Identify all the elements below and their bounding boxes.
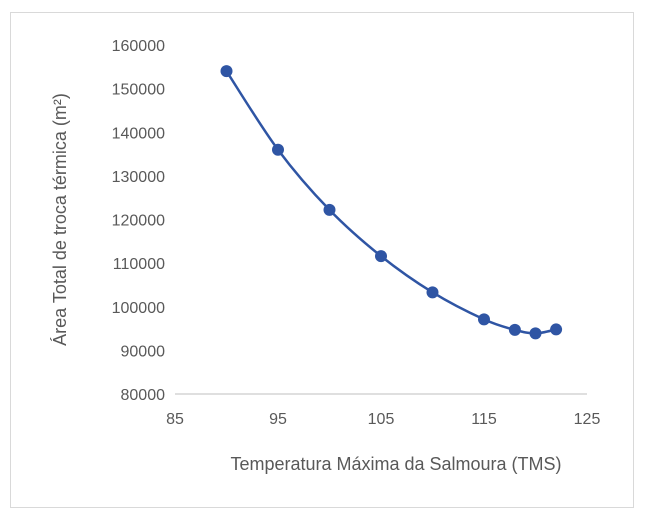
y-tick-label: 120000 bbox=[112, 213, 165, 230]
chart-frame bbox=[10, 12, 634, 508]
data-point bbox=[508, 323, 521, 336]
data-point bbox=[323, 203, 336, 216]
x-tick-label: 105 bbox=[368, 411, 395, 428]
series-line bbox=[225, 70, 557, 335]
y-tick-label: 110000 bbox=[113, 256, 165, 273]
data-point bbox=[550, 323, 563, 336]
y-tick-label: 150000 bbox=[112, 82, 165, 99]
x-tick-label: 115 bbox=[471, 411, 497, 428]
x-axis-title: Temperatura Máxima da Salmoura (TMS) bbox=[230, 454, 561, 474]
data-point bbox=[220, 65, 233, 78]
x-tick-label: 95 bbox=[269, 411, 287, 428]
data-point bbox=[478, 313, 490, 326]
data-points bbox=[220, 65, 563, 340]
x-tick-label: 85 bbox=[166, 411, 184, 428]
data-point bbox=[426, 286, 439, 299]
y-tick-label: 130000 bbox=[112, 169, 165, 186]
y-tick-label: 160000 bbox=[112, 38, 165, 55]
data-point bbox=[375, 250, 387, 263]
x-tick-label: 125 bbox=[574, 411, 601, 428]
y-tick-label: 90000 bbox=[121, 343, 166, 360]
y-axis-title: Área Total de troca térmica (m²) bbox=[50, 93, 70, 346]
y-tick-label: 80000 bbox=[121, 387, 166, 404]
data-point bbox=[272, 143, 284, 156]
y-tick-label: 100000 bbox=[112, 300, 165, 317]
y-tick-label: 140000 bbox=[112, 125, 165, 142]
data-point bbox=[529, 327, 542, 340]
x-axis-ticks: 85 95 105 115 125 bbox=[166, 411, 600, 428]
y-axis-ticks: 80000 90000 100000 110000 120000 130000 140000… bbox=[112, 38, 165, 404]
